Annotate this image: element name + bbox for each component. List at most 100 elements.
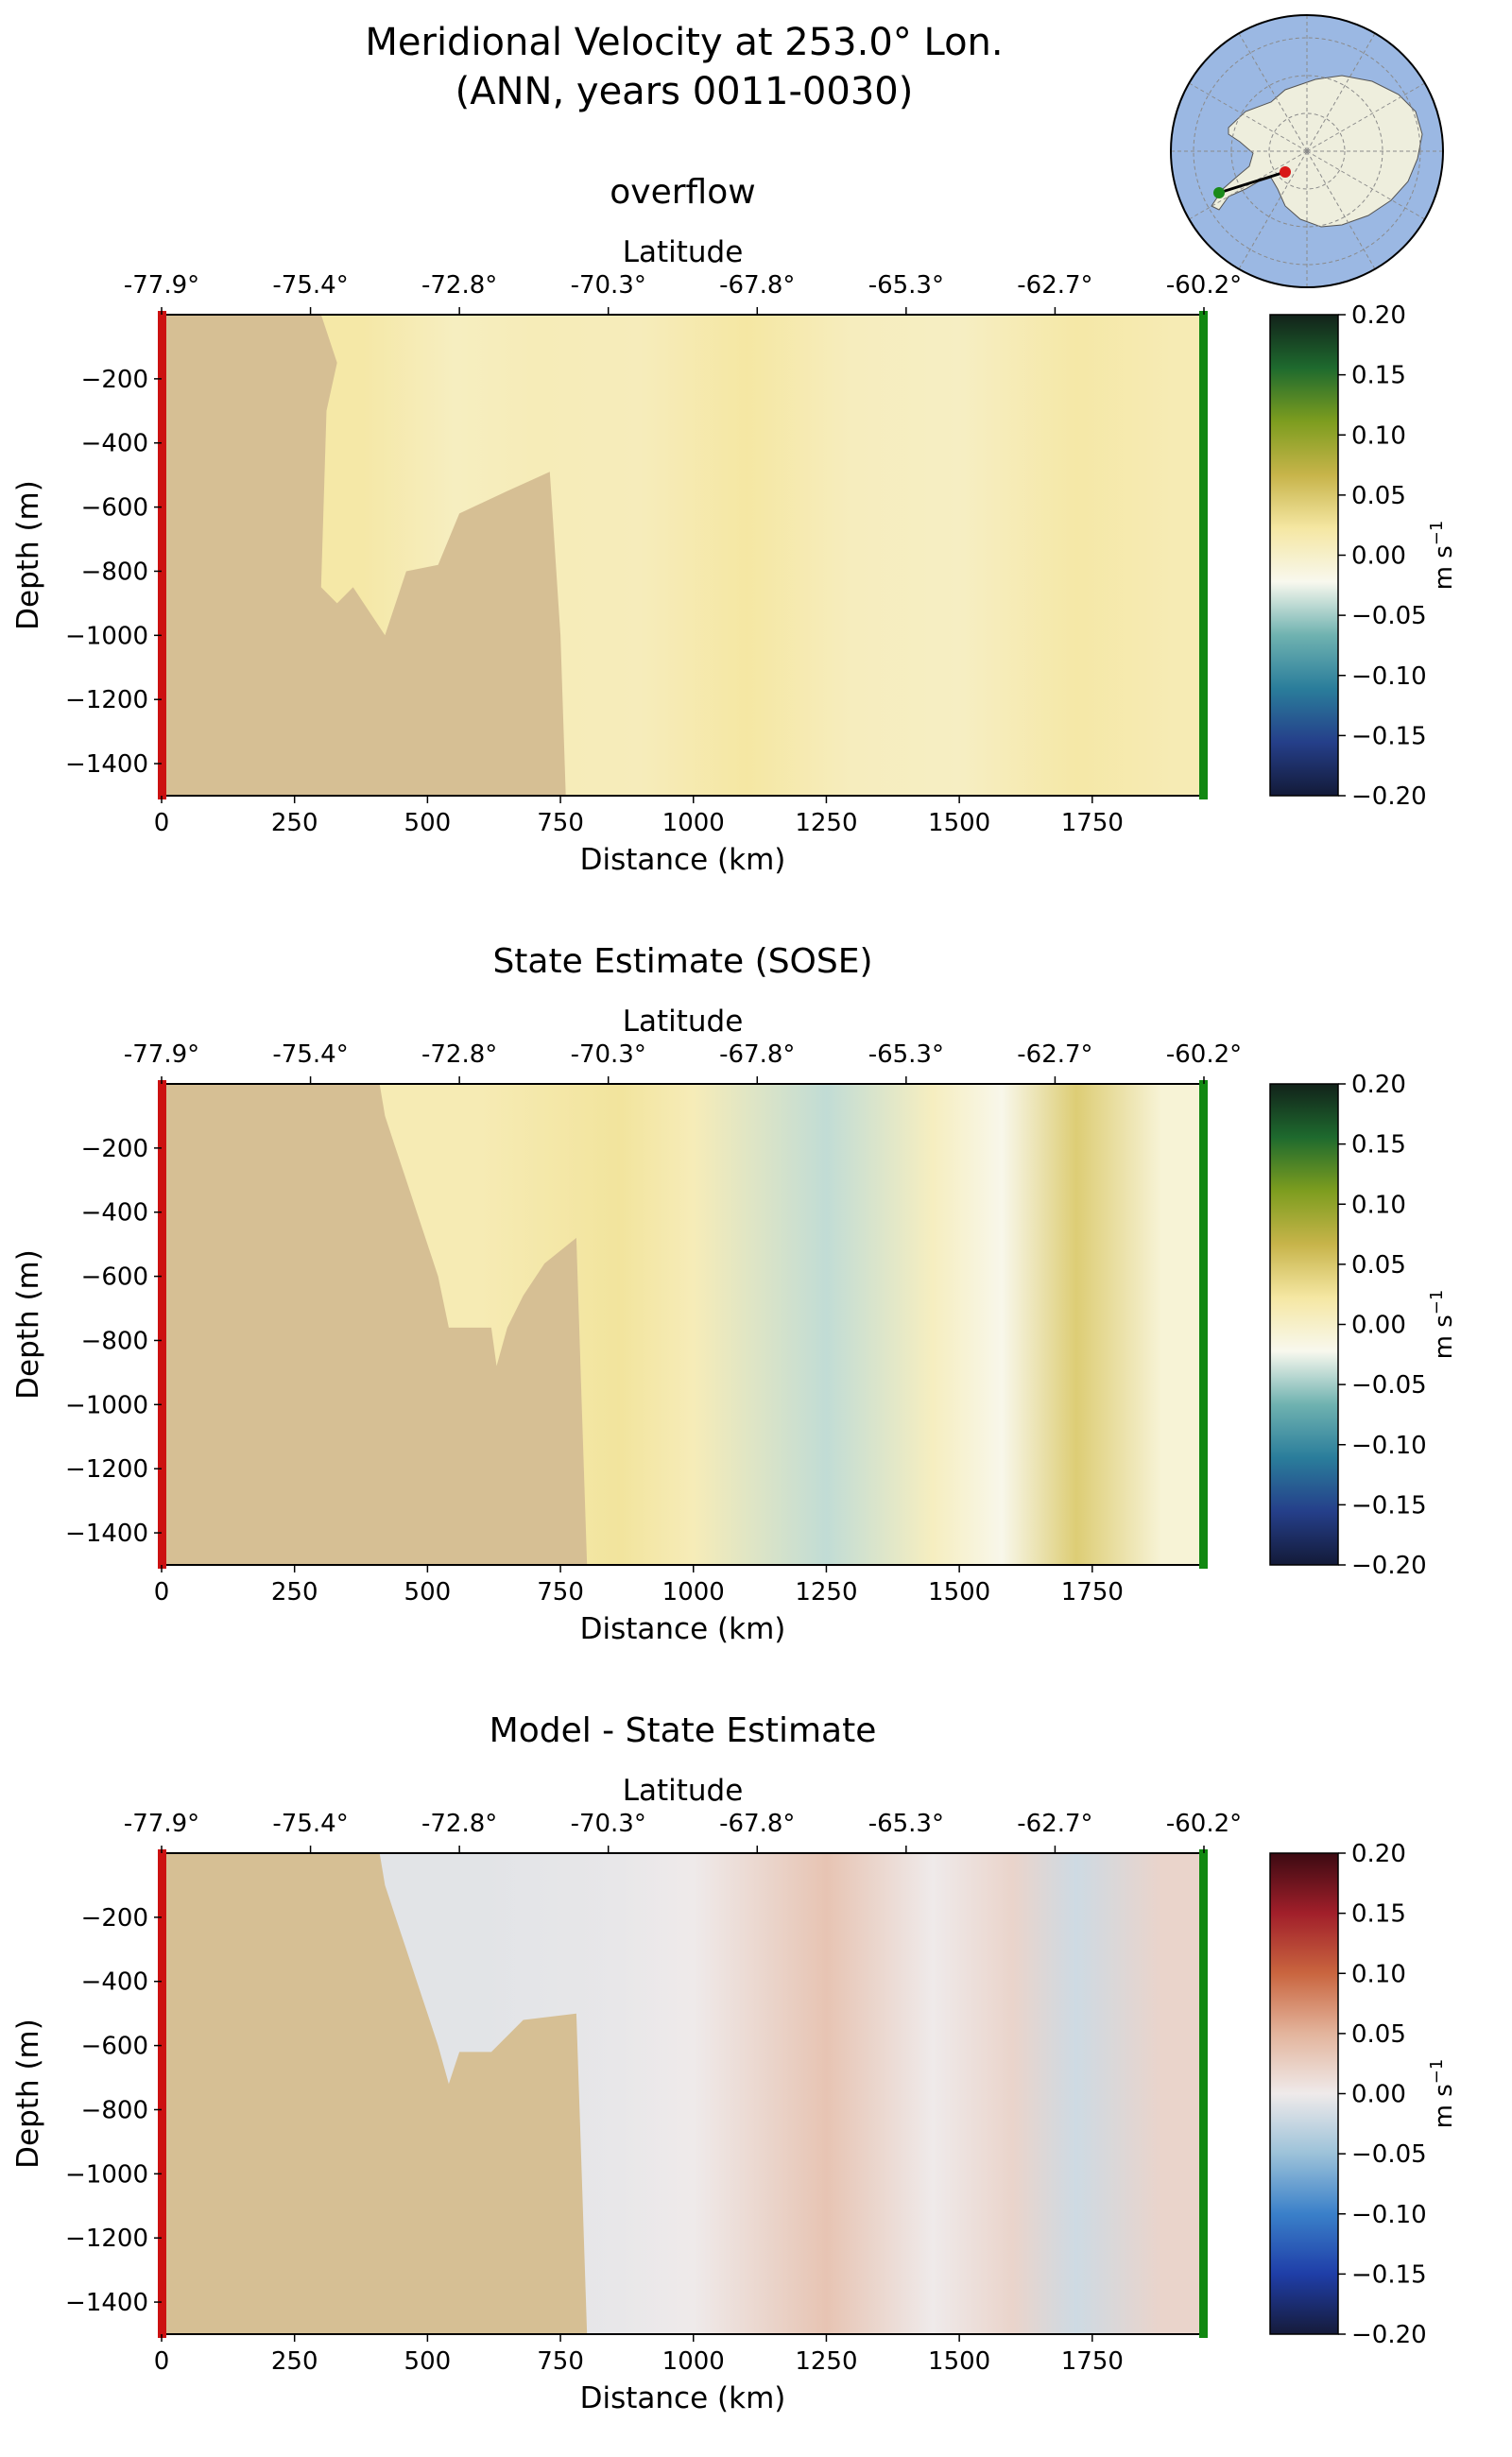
x-tick-label: 1500	[928, 809, 990, 837]
graticule-meridian	[1306, 82, 1425, 152]
y-tick-label: −1200	[65, 686, 148, 714]
colorbar-tick-label: 0.15	[1351, 362, 1406, 390]
latitude-tick-label: -67.8°	[719, 271, 795, 300]
y-tick-label: −200	[81, 366, 148, 394]
graticule-meridian	[1189, 82, 1308, 152]
latitude-tick-label: -60.2°	[1166, 1040, 1242, 1069]
x-axis-label: Distance (km)	[580, 1612, 786, 1646]
latitude-tick-label: -70.3°	[571, 271, 646, 300]
x-axis-label: Distance (km)	[580, 2381, 786, 2415]
section-end-marker	[1199, 311, 1208, 799]
section-offshore-point	[1213, 187, 1225, 198]
x-tick-label: 1000	[662, 809, 725, 837]
latitude-tick-label: -77.9°	[124, 271, 199, 300]
latitude-tick-label: -70.3°	[571, 1810, 646, 1838]
panel-overflow: overflow 0 250 500 750 1000 1250 1500 1750 Distan…	[11, 173, 1458, 877]
y-tick-label: −400	[81, 1199, 148, 1228]
latitude-tick-label: -62.7°	[1017, 1810, 1092, 1838]
y-tick-label: −1400	[65, 2289, 148, 2317]
y-tick-label: −1400	[65, 1520, 148, 1548]
y-tick-label: −800	[81, 2096, 148, 2124]
y-tick-label: −800	[81, 558, 148, 586]
y-tick-label: −200	[81, 1135, 148, 1163]
y-axis-label: Depth (m)	[11, 1249, 45, 1400]
y-tick-label: −1000	[65, 622, 148, 650]
y-axis-label: Depth (m)	[11, 480, 45, 630]
latitude-tick-label: -72.8°	[421, 271, 497, 300]
x-tick-label: 250	[271, 809, 318, 837]
x-tick-label: 1250	[795, 1578, 857, 1606]
colorbar-tick-label: 0.20	[1351, 301, 1406, 330]
y-tick-label: −1200	[65, 2225, 148, 2253]
panel-title: Model - State Estimate	[490, 1711, 877, 1750]
inset-border	[1170, 14, 1444, 288]
colorbar-tick-label: −0.10	[1351, 1432, 1427, 1460]
colorbar-tick-label: −0.10	[1351, 2201, 1427, 2229]
colorbar-tick-label: 0.15	[1351, 1131, 1406, 1160]
latitude-tick-label: -60.2°	[1166, 271, 1242, 300]
latitude-axis-label: Latitude	[623, 1774, 744, 1808]
colorbar-label: m s−1	[1427, 2059, 1458, 2129]
colorbar	[1269, 1083, 1339, 1566]
latitude-tick-label: -75.4°	[272, 271, 348, 300]
latitude-tick-label: -67.8°	[719, 1810, 795, 1838]
graticule-meridian	[1189, 150, 1308, 220]
x-tick-label: 1750	[1061, 1578, 1124, 1606]
colorbar-label: m s−1	[1427, 521, 1458, 591]
y-tick-label: −600	[81, 2033, 148, 2061]
x-tick-label: 1500	[928, 1578, 990, 1606]
x-tick-label: 1750	[1061, 2347, 1124, 2376]
colorbar-tick-label: 0.00	[1351, 2081, 1406, 2109]
colorbar-label: m s−1	[1427, 1290, 1458, 1360]
latitude-tick-label: -77.9°	[124, 1040, 199, 1069]
colorbar-tick-label: −0.10	[1351, 662, 1427, 691]
x-tick-label: 250	[271, 1578, 318, 1606]
x-tick-label: 500	[404, 809, 452, 837]
section-start-marker	[158, 1080, 166, 1569]
panel-title: State Estimate (SOSE)	[492, 942, 872, 981]
colorbar-tick-label: 0.10	[1351, 421, 1406, 450]
latitude-tick-label: -62.7°	[1017, 1040, 1092, 1069]
colorbar-tick-label: −0.15	[1351, 1491, 1427, 1520]
y-tick-label: −600	[81, 1263, 148, 1292]
colorbar-tick-label: −0.05	[1351, 2140, 1427, 2169]
x-tick-label: 500	[404, 2347, 452, 2376]
x-tick-label: 0	[154, 2347, 170, 2376]
x-tick-label: 750	[537, 2347, 584, 2376]
y-tick-label: −1400	[65, 750, 148, 779]
graticule-circle	[1268, 112, 1346, 190]
y-tick-label: −1000	[65, 1391, 148, 1419]
colorbar	[1269, 1852, 1339, 2335]
graticule-meridian	[1238, 150, 1308, 269]
bathymetry-land	[162, 1084, 588, 1565]
y-tick-label: −800	[81, 1327, 148, 1355]
colorbar-tick-label: −0.15	[1351, 722, 1427, 750]
x-tick-label: 500	[404, 1578, 452, 1606]
graticule-meridian	[1238, 33, 1308, 152]
latitude-tick-label: -72.8°	[421, 1810, 497, 1838]
colorbar-tick-label: 0.05	[1351, 482, 1406, 510]
section-coast-point	[1280, 166, 1291, 178]
section-end-marker	[1199, 1080, 1208, 1569]
latitude-tick-label: -62.7°	[1017, 271, 1092, 300]
figure-title-line1: Meridional Velocity at 253.0° Lon.	[365, 21, 1003, 64]
y-tick-label: −1000	[65, 2160, 148, 2189]
x-tick-label: 1000	[662, 1578, 725, 1606]
colorbar-tick-label: −0.20	[1351, 1552, 1427, 1580]
bathymetry-land	[162, 1853, 588, 2334]
graticule-meridian	[1306, 150, 1376, 269]
antarctica-inset-map	[1170, 14, 1444, 288]
panel-sose: State Estimate (SOSE) 0 250 500 750 1000 1250 1…	[11, 942, 1458, 1646]
figure-title-line2: (ANN, years 0011-0030)	[455, 70, 914, 113]
colorbar-tick-label: 0.20	[1351, 1071, 1406, 1099]
latitude-tick-label: -60.2°	[1166, 1810, 1242, 1838]
latitude-tick-label: -65.3°	[868, 1810, 944, 1838]
colorbar-tick-label: −0.05	[1351, 602, 1427, 630]
colorbar-tick-label: 0.20	[1351, 1840, 1406, 1868]
y-tick-label: −200	[81, 1904, 148, 1933]
graticule-meridian	[1306, 33, 1376, 152]
x-tick-label: 0	[154, 809, 170, 837]
colorbar-tick-label: −0.05	[1351, 1371, 1427, 1400]
latitude-tick-label: -77.9°	[124, 1810, 199, 1838]
y-tick-label: −600	[81, 494, 148, 523]
